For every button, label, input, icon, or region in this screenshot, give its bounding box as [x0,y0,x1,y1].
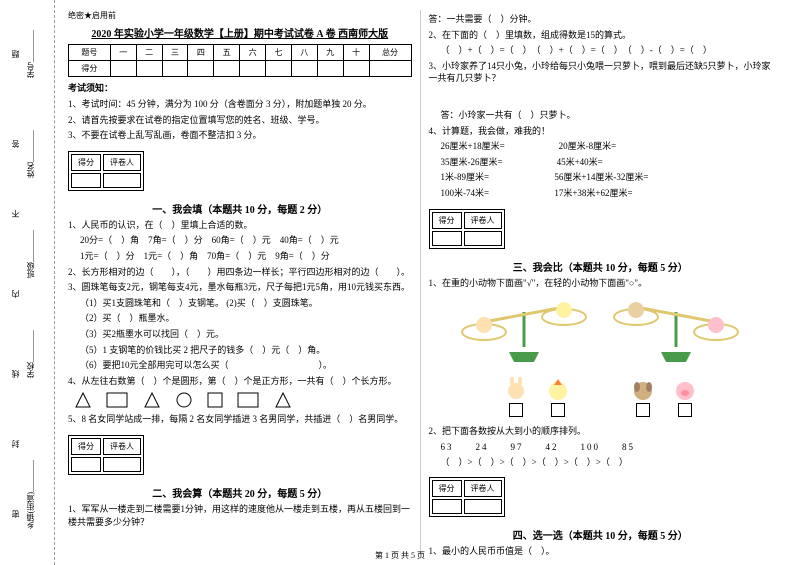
rectangle-icon [106,392,128,408]
sec3-q2: 2、把下面各数按从大到小的顺序排列。 [429,425,773,438]
q3-line: （6）要把10元全部用完可以怎么买（ ）。 [68,359,412,372]
exam-title: 2020 年实验小学一年级数学【上册】期中考试试卷 A 卷 西南师大版 [68,25,412,40]
q4: 4、从左往右数第（ ）个是圆形，第（ ）个是正方形，一共有（ ）个长方形。 [68,375,412,388]
q4-line: 26厘米+18厘米= 20厘米-8厘米= [429,140,773,153]
page-footer: 第 1 页 共 5 页 [0,550,800,561]
left-column: 绝密★启用前 2020 年实验小学一年级数学【上册】期中考试试卷 A 卷 西南师… [60,10,421,555]
score-col-header: 十 [343,45,369,61]
notice-item: 2、请首先按要求在试卷的指定位置填写您的姓名、班级、学号。 [68,114,412,127]
score-col-header: 题号 [69,45,111,61]
right-column: 答：一共需要（ ）分钟。 2、在下面的（ ）里填数，组成得数是15的算式。 （ … [421,10,781,555]
pig-icon [673,377,697,401]
score-col-header: 八 [291,45,317,61]
q1-line: 1元=（ ）分 1元=（ ）角 70角=（ ）元 9角=（ ）分 [68,250,412,263]
score-col-header: 六 [240,45,266,61]
score-table: 题号一二三四五六七八九十总分 得分 [68,44,412,77]
score-col-header: 二 [136,45,162,61]
notice-item: 3、不要在试卷上乱写乱画，卷面不整洁扣 3 分。 [68,129,412,142]
score-col-header: 总分 [369,45,411,61]
number-sequence: 63 24 97 42 100 85 [429,441,773,454]
animal-checkboxes [429,377,773,419]
q3: 3、圆珠笔每支2元，钢笔每支4元，墨水每瓶3元，尺子每把1元5角，用10元钱买东… [68,281,412,294]
sidebar-label: 姓名________ [25,130,36,178]
seal-marker: 封 [10,440,21,448]
score-col-header: 九 [317,45,343,61]
q4-line: 1米-89厘米= 56厘米+14厘米-32厘米= [429,171,773,184]
notice-item: 1、考试时间：45 分钟，满分为 100 分（含卷面分 3 分），附加题单独 2… [68,98,412,111]
q2: 2、在下面的（ ）里填数，组成得数是15的算式。 [429,29,773,42]
sidebar-label: 乡镇(街道)________ [25,460,36,529]
q1-line: 20分=（ ）角 7角=（ ）分 60角=（ ）元 40角=（ ）元 [68,234,412,247]
score-entry-box: 得分评卷人 [68,151,144,191]
q2: 2、长方形相对的边（ ），（ ）用四条边一样长；平行四边形相对的边（ ）。 [68,266,412,279]
answer-line: 答：一共需要（ ）分钟。 [429,13,773,26]
q5: 5、8 名女同学站成一排，每隔 2 名女同学插进 3 名男同学，共插进（ ）名男… [68,413,412,426]
score-col-header: 一 [110,45,136,61]
binding-sidebar: 学号________ 姓名________ 班级________ 学校_____… [5,0,55,565]
section-3-title: 三、我会比（本题共 10 分，每题 5 分） [429,259,773,274]
sec3-q1: 1、在重的小动物下面画"√"，在轻的小动物下面画"○"。 [429,277,773,290]
dog-icon [631,377,655,401]
score-entry-box: 得分评卷人 [429,477,505,517]
rectangle-icon [237,392,259,408]
q1: 1、人民币的认识，在（ ）里填上合适的数。 [68,219,412,232]
triangle-icon [143,391,161,409]
bunny-icon [504,377,528,401]
blank-sequence: （ ）>（ ）>（ ）>（ ）>（ ）>（ ） [429,456,773,469]
score-col-header: 三 [162,45,188,61]
notice-label: 考试须知： [68,81,412,94]
seal-marker: 线 [10,370,21,378]
section-2-title: 二、我会算（本题共 20 分，每题 5 分） [68,485,412,500]
score-col-header: 七 [266,45,292,61]
balance-scales [429,297,773,369]
triangle-icon [274,391,292,409]
balance-left-icon [459,297,589,367]
q3-line: （5）1 支钢笔的价钱比买 2 把尺子的钱多（ ）元（ ）角。 [68,344,412,357]
sec2-q1: 1、军军从一楼走到二楼需要1分钟，用这样的速度他从一楼走到五楼，再从五楼回到一楼… [68,503,412,528]
score-col-header: 四 [188,45,214,61]
square-icon [207,392,223,408]
q4: 4、计算题，我会做，难我的！ [429,125,773,138]
seal-marker: 密 [10,510,21,518]
seal-marker: 不 [10,210,21,218]
q4-line: 35厘米-26厘米= 45米+40米= [429,156,773,169]
score-col-header: 五 [214,45,240,61]
triangle-icon [74,391,92,409]
seal-marker: 答 [10,140,21,148]
checkbox[interactable] [678,403,692,417]
secret-label: 绝密★启用前 [68,10,412,21]
shapes-row [68,391,412,409]
balance-right-icon [611,297,741,367]
q3-line: （1）买1支圆珠笔和（ ）支钢笔。 (2)买（ ）支圆珠笔。 [68,297,412,310]
sidebar-label: 学号________ [25,30,36,78]
seal-marker: 内 [10,290,21,298]
q3: 3、小玲家养了14只小兔，小玲给每只小兔喂一只萝卜，喂到最后还缺5只萝卜，小玲家… [429,60,773,85]
checkbox[interactable] [551,403,565,417]
sidebar-label: 学校________ [25,330,36,378]
seal-marker: 题 [10,50,21,58]
score-row-label: 得分 [69,61,111,77]
checkbox[interactable] [509,403,523,417]
sidebar-label: 班级________ [25,230,36,278]
q3-line: （3）买2瓶墨水可以找回（ ）元。 [68,328,412,341]
section-4-title: 四、选一选（本题共 10 分，每题 5 分） [429,527,773,542]
section-1-title: 一、我会填（本题共 10 分，每题 2 分） [68,201,412,216]
answer-line: 答：小玲家一共有（ ）只萝卜。 [429,109,773,122]
q2-line: （ ）+（ ）=（ ） （ ）+（ ）=（ ） （ ）-（ ）=（ ） [429,44,773,57]
q4-line: 100米-74米= 17米+38米+62厘米= [429,187,773,200]
q3-line: （2）买（ ）瓶墨水。 [68,312,412,325]
checkbox[interactable] [636,403,650,417]
score-entry-box: 得分评卷人 [68,435,144,475]
score-entry-box: 得分评卷人 [429,209,505,249]
circle-icon [175,391,193,409]
chick-icon [546,377,570,401]
